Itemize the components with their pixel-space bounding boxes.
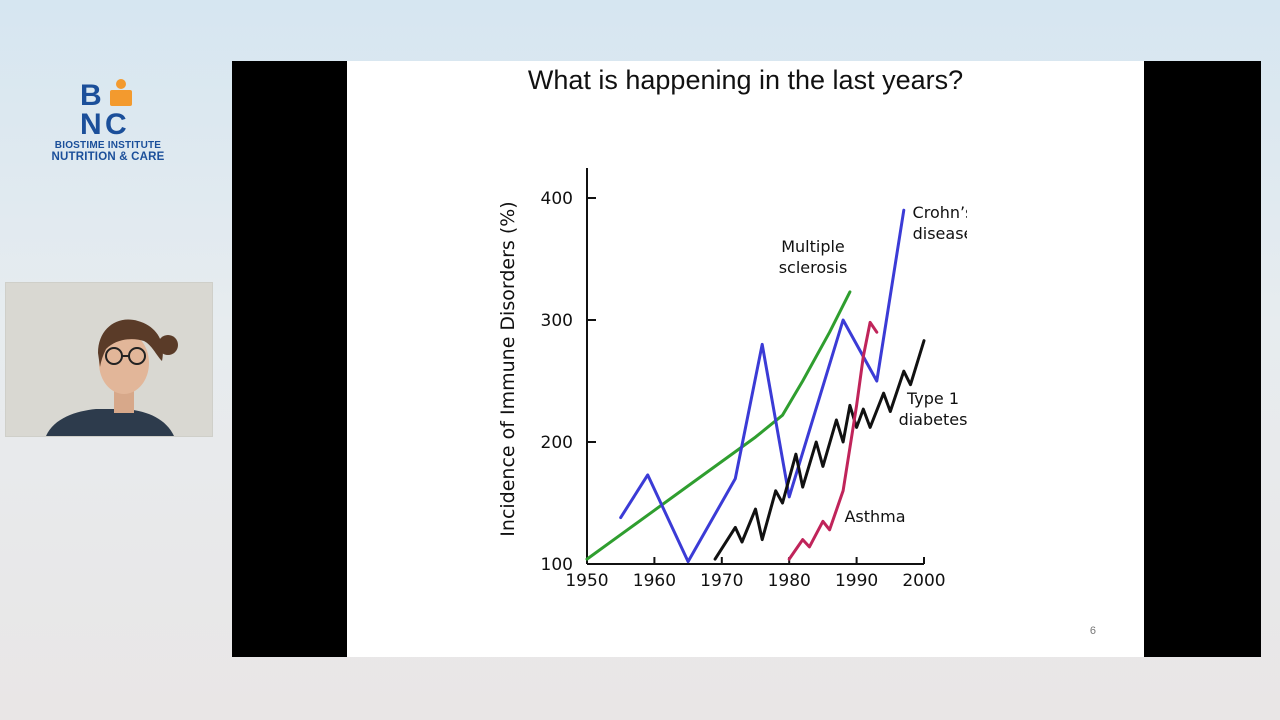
logo-line2: NUTRITION & CARE xyxy=(51,151,165,163)
biostime-logo-mark: B N C xyxy=(80,79,132,138)
series-label-line: Type 1 xyxy=(906,389,959,408)
x-tick-label: 2000 xyxy=(902,571,945,591)
series-label-asthma: Asthma xyxy=(844,507,905,526)
logo: B N C BIOSTIME INSTITUTE NUTRITION & CAR… xyxy=(40,78,176,163)
series-line-asthma xyxy=(787,320,879,561)
slide-page-number: 6 xyxy=(1089,625,1096,637)
series-label-multiple-sclerosis: Multiple sclerosis xyxy=(779,237,848,277)
y-tick-label: 200 xyxy=(541,433,573,453)
slide-title: What is happening in the last years? xyxy=(527,65,964,95)
svg-text:N: N xyxy=(80,108,102,138)
y-tick-label: 400 xyxy=(541,189,573,209)
series-label-type-1-diabetes: Type 1 diabetes xyxy=(899,389,967,429)
x-tick-label: 1970 xyxy=(700,571,743,591)
logo-line1: BIOSTIME INSTITUTE xyxy=(54,140,162,151)
presenter-silhouette xyxy=(6,283,212,436)
series-label-line: sclerosis xyxy=(779,258,848,277)
webcam-video xyxy=(6,283,212,436)
series-line-crohn-s-disease xyxy=(619,208,906,564)
slide: What is happening in the last years? 195… xyxy=(347,61,1144,657)
series-label-line: diabetes xyxy=(899,410,967,429)
svg-text:B: B xyxy=(80,79,102,112)
immune-disorders-chart: 1950 1960 1970 1980 1990 2000 100 200 300 400 Inci… xyxy=(497,168,967,591)
x-tick-label: 1960 xyxy=(633,571,676,591)
series-label-crohn-s-disease: Crohn’s disease xyxy=(913,203,967,243)
series-label-line: Crohn’s xyxy=(913,203,967,222)
x-tick-label: 1950 xyxy=(565,571,608,591)
series-label-line: Multiple xyxy=(781,237,845,256)
svg-text:C: C xyxy=(105,108,127,138)
x-tick-label: 1990 xyxy=(835,571,878,591)
y-tick-label: 100 xyxy=(541,555,573,575)
y-tick-label: 300 xyxy=(541,311,573,331)
y-axis-label: Incidence of Immune Disorders (%) xyxy=(497,201,519,536)
series-line-multiple-sclerosis xyxy=(585,290,852,561)
x-tick-label: 1980 xyxy=(768,571,811,591)
series-line-type-1-diabetes xyxy=(713,339,926,561)
series-label-line: disease xyxy=(913,224,967,243)
series-label-line: Asthma xyxy=(844,507,905,526)
